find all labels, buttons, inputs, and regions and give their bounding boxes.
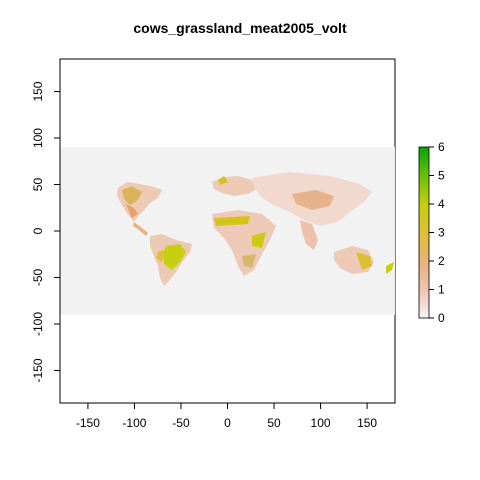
y-tick-label: 100	[31, 128, 45, 148]
new-zealand-cells	[386, 262, 394, 274]
africa-cells	[212, 210, 276, 276]
x-tick-label: -50	[172, 416, 190, 430]
y-tick-label: -150	[31, 358, 45, 382]
south-america-mid-cells	[156, 250, 164, 262]
x-tick-label: 150	[357, 416, 377, 430]
south-america-high-cells	[163, 244, 186, 270]
north-america-high-cells	[122, 186, 142, 205]
europe-high-cells	[218, 176, 228, 185]
x-tick-label: 100	[311, 416, 331, 430]
color-legend-tick-label: 1	[438, 283, 445, 297]
southern-africa-mid-cells	[242, 254, 256, 268]
color-legend-tick-label: 4	[438, 197, 445, 211]
color-legend: 0 1 2 3 4 5 6	[418, 140, 445, 325]
central-america-cells	[133, 222, 148, 236]
plot-title: cows_grassland_meat2005_volt	[133, 20, 347, 36]
x-tick-label: -100	[122, 416, 146, 430]
x-tick-label: 0	[224, 416, 231, 430]
land-cells	[117, 172, 394, 286]
sahel-high-cells	[214, 216, 250, 226]
y-tick-label: 50	[31, 178, 45, 192]
y-tick-label: 150	[31, 81, 45, 101]
y-tick-label: 0	[31, 227, 45, 234]
east-africa-high-cells	[252, 232, 266, 248]
asia-mid-cells	[292, 190, 334, 210]
color-legend-tick-label: 3	[438, 226, 445, 240]
north-america-mid-cells	[126, 204, 138, 218]
color-legend-tick-label: 0	[438, 311, 445, 325]
x-tick-label: 50	[267, 416, 281, 430]
x-tick-label: -150	[76, 416, 100, 430]
australia-high-cells	[356, 252, 372, 270]
south-asia-cells	[300, 220, 318, 250]
y-tick-label: -50	[31, 268, 45, 286]
color-legend-bar	[418, 146, 430, 319]
color-legend-tick-label: 6	[438, 140, 445, 154]
color-legend-tick-label: 5	[438, 169, 445, 183]
color-legend-ticks: 0 1 2 3 4 5 6	[429, 140, 445, 325]
y-tick-label: -100	[31, 312, 45, 336]
x-axis: -150 -100 -50 0 50 100 150	[76, 402, 377, 430]
y-axis: -150 -100 -50 0 50 100 150	[31, 81, 61, 382]
color-legend-tick-label: 2	[438, 254, 445, 268]
